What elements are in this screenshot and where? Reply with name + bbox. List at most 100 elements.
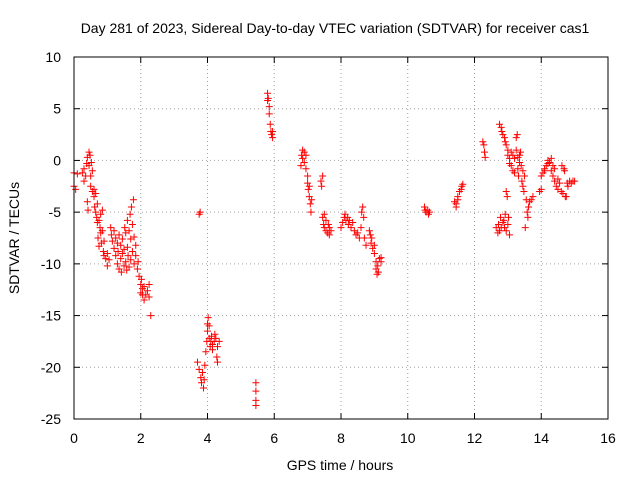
data-point (145, 281, 153, 289)
data-point (265, 110, 273, 118)
data-point (320, 210, 328, 218)
data-point (524, 213, 532, 221)
data-point (195, 365, 203, 373)
data-point (512, 134, 520, 142)
data-point (118, 235, 126, 243)
data-point (127, 256, 135, 264)
data-point (459, 180, 467, 188)
data-point (112, 234, 120, 242)
data-point (425, 208, 433, 216)
y-tick-label: 5 (53, 101, 61, 117)
data-point (264, 89, 272, 97)
data-point (127, 203, 135, 211)
grid-lines (74, 57, 608, 419)
data-point (198, 368, 206, 376)
data-point (562, 193, 570, 201)
x-axis: 0 2 4 6 8 10 12 14 16 (70, 57, 616, 446)
data-point (501, 210, 509, 218)
data-point (90, 193, 98, 201)
data-point (300, 148, 308, 156)
data-point (72, 185, 80, 193)
data-point (215, 337, 223, 345)
x-tick-label: 0 (70, 430, 78, 446)
data-point (103, 262, 111, 270)
data-point (549, 162, 557, 170)
data-point (571, 177, 579, 185)
y-tick-label: 0 (53, 152, 61, 168)
data-point (349, 218, 357, 226)
data-point (552, 182, 560, 190)
data-point (145, 293, 153, 301)
data-point (87, 158, 95, 166)
data-point (302, 151, 310, 159)
data-point (307, 208, 315, 216)
x-tick-label: 16 (600, 430, 616, 446)
data-point (201, 361, 209, 369)
data-point (516, 151, 524, 159)
data-point (304, 172, 312, 180)
data-point (205, 322, 213, 330)
data-point (452, 200, 460, 208)
data-point (481, 148, 489, 156)
y-tick-label: -5 (49, 204, 62, 220)
x-tick-label: 6 (270, 430, 278, 446)
data-point (454, 196, 462, 204)
data-point (369, 244, 377, 252)
data-point (99, 247, 107, 255)
data-point (92, 190, 100, 198)
data-point (107, 231, 115, 239)
data-point (517, 162, 525, 170)
data-point (507, 148, 515, 156)
data-point (125, 263, 133, 271)
data-point (501, 134, 509, 142)
data-point (110, 227, 118, 235)
data-point (556, 179, 564, 187)
data-point (199, 384, 207, 392)
data-point (118, 250, 126, 258)
data-point (87, 172, 95, 180)
data-point (537, 185, 545, 193)
data-point (370, 241, 378, 249)
data-point (269, 127, 277, 135)
data-point (511, 154, 519, 162)
data-point (102, 255, 110, 263)
data-point (121, 224, 129, 232)
data-point (527, 196, 535, 204)
data-point (561, 167, 569, 175)
y-axis: -25 -20 -15 -10 -5 0 5 10 (41, 49, 608, 427)
data-point (541, 165, 549, 173)
data-point (140, 283, 148, 291)
data-point (110, 244, 118, 252)
data-point (480, 141, 488, 149)
data-point (214, 358, 222, 366)
data-point (497, 123, 505, 131)
data-point (297, 162, 305, 170)
data-point (204, 314, 212, 322)
data-point (269, 134, 277, 142)
data-point (117, 268, 125, 276)
data-point (514, 165, 522, 173)
data-point (211, 330, 219, 338)
data-point (366, 231, 374, 239)
data-point (202, 348, 210, 356)
data-point (507, 162, 515, 170)
data-point (511, 169, 519, 177)
data-point (252, 402, 260, 410)
data-point (518, 177, 526, 185)
data-point (306, 200, 314, 208)
data-point (204, 327, 211, 335)
data-point (519, 182, 527, 190)
data-point (134, 258, 142, 266)
data-point (322, 216, 330, 224)
data-point (100, 237, 108, 245)
data-point (374, 268, 382, 276)
data-point (503, 193, 511, 201)
data-point (512, 146, 520, 154)
data-point (128, 221, 136, 229)
data-point (501, 224, 509, 232)
data-point (513, 131, 521, 139)
data-point (128, 247, 136, 255)
data-point (130, 233, 138, 241)
data-point (516, 158, 524, 166)
